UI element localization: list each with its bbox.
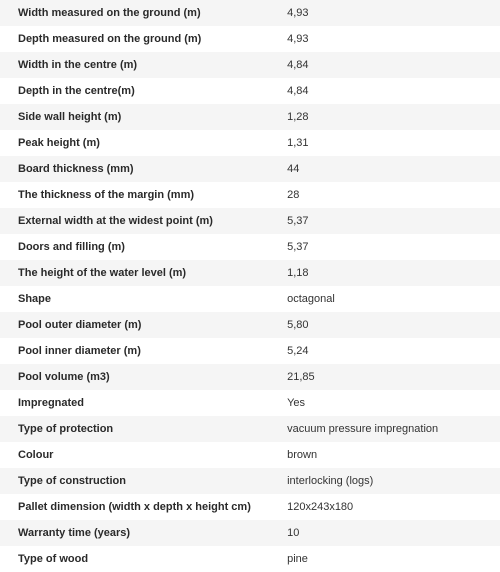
spec-label: External width at the widest point (m) <box>18 215 287 227</box>
table-row: Depth in the centre(m)4,84 <box>0 78 500 104</box>
spec-value: 4,84 <box>287 59 482 71</box>
spec-label: Warranty time (years) <box>18 527 287 539</box>
spec-label: Pool inner diameter (m) <box>18 345 287 357</box>
spec-value: 21,85 <box>287 371 482 383</box>
table-row: Shapeoctagonal <box>0 286 500 312</box>
spec-label: Type of protection <box>18 423 287 435</box>
spec-value: 10 <box>287 527 482 539</box>
spec-label: The height of the water level (m) <box>18 267 287 279</box>
table-row: Pool inner diameter (m)5,24 <box>0 338 500 364</box>
specifications-table: Width measured on the ground (m)4,93Dept… <box>0 0 500 572</box>
table-row: The thickness of the margin (mm)28 <box>0 182 500 208</box>
spec-value: pine <box>287 553 482 565</box>
spec-label: Pallet dimension (width x depth x height… <box>18 501 287 513</box>
table-row: Type of constructioninterlocking (logs) <box>0 468 500 494</box>
spec-value: 1,31 <box>287 137 482 149</box>
table-row: Type of woodpine <box>0 546 500 572</box>
spec-value: interlocking (logs) <box>287 475 482 487</box>
spec-label: Impregnated <box>18 397 287 409</box>
spec-value: 5,37 <box>287 215 482 227</box>
table-row: Colourbrown <box>0 442 500 468</box>
table-row: Pallet dimension (width x depth x height… <box>0 494 500 520</box>
spec-label: Width in the centre (m) <box>18 59 287 71</box>
table-row: Peak height (m)1,31 <box>0 130 500 156</box>
spec-value: brown <box>287 449 482 461</box>
spec-value: 4,84 <box>287 85 482 97</box>
spec-label: Doors and filling (m) <box>18 241 287 253</box>
spec-value: octagonal <box>287 293 482 305</box>
table-row: Pool outer diameter (m)5,80 <box>0 312 500 338</box>
spec-value: 5,24 <box>287 345 482 357</box>
spec-value: 1,28 <box>287 111 482 123</box>
spec-value: Yes <box>287 397 482 409</box>
table-row: Board thickness (mm)44 <box>0 156 500 182</box>
spec-label: Shape <box>18 293 287 305</box>
spec-label: Peak height (m) <box>18 137 287 149</box>
spec-label: Depth in the centre(m) <box>18 85 287 97</box>
spec-label: The thickness of the margin (mm) <box>18 189 287 201</box>
spec-label: Board thickness (mm) <box>18 163 287 175</box>
spec-value: vacuum pressure impregnation <box>287 423 482 435</box>
spec-label: Colour <box>18 449 287 461</box>
spec-label: Pool outer diameter (m) <box>18 319 287 331</box>
spec-value: 5,37 <box>287 241 482 253</box>
spec-label: Type of wood <box>18 553 287 565</box>
spec-value: 4,93 <box>287 7 482 19</box>
table-row: Warranty time (years)10 <box>0 520 500 546</box>
spec-label: Side wall height (m) <box>18 111 287 123</box>
spec-value: 44 <box>287 163 482 175</box>
spec-label: Pool volume (m3) <box>18 371 287 383</box>
table-row: The height of the water level (m)1,18 <box>0 260 500 286</box>
table-row: External width at the widest point (m)5,… <box>0 208 500 234</box>
table-row: Pool volume (m3)21,85 <box>0 364 500 390</box>
spec-label: Depth measured on the ground (m) <box>18 33 287 45</box>
table-row: Doors and filling (m)5,37 <box>0 234 500 260</box>
spec-value: 1,18 <box>287 267 482 279</box>
spec-label: Type of construction <box>18 475 287 487</box>
spec-value: 4,93 <box>287 33 482 45</box>
spec-value: 28 <box>287 189 482 201</box>
spec-value: 120x243x180 <box>287 501 482 513</box>
table-row: Width measured on the ground (m)4,93 <box>0 0 500 26</box>
table-row: Depth measured on the ground (m)4,93 <box>0 26 500 52</box>
spec-value: 5,80 <box>287 319 482 331</box>
table-row: ImpregnatedYes <box>0 390 500 416</box>
spec-label: Width measured on the ground (m) <box>18 7 287 19</box>
table-row: Type of protectionvacuum pressure impreg… <box>0 416 500 442</box>
table-row: Side wall height (m)1,28 <box>0 104 500 130</box>
table-row: Width in the centre (m)4,84 <box>0 52 500 78</box>
